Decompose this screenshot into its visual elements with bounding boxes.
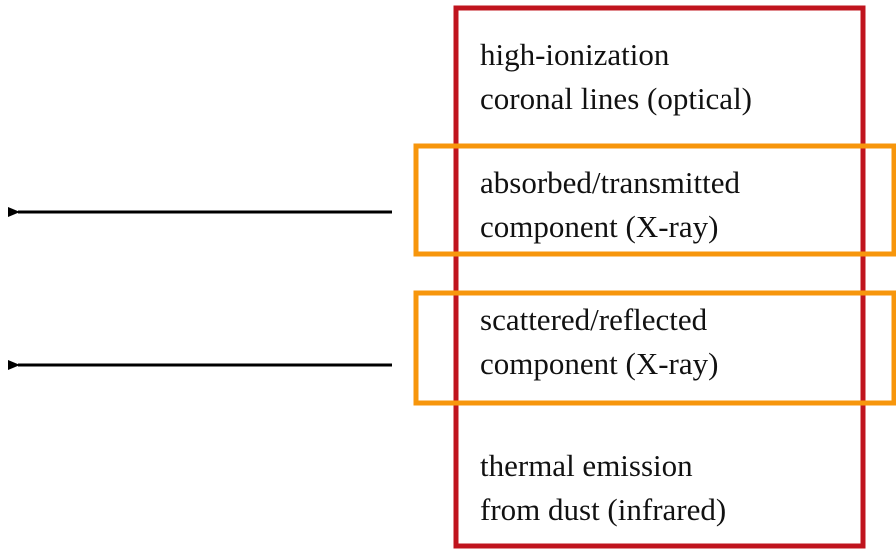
labels: high-ionization coronal lines (optical) ab… <box>480 37 752 527</box>
highlight-box <box>413 290 896 406</box>
label-line: coronal lines (optical) <box>480 81 752 116</box>
main-box <box>453 5 866 549</box>
label-line: thermal emission <box>480 448 693 483</box>
label-line: absorbed/transmitted <box>480 165 740 200</box>
label-line: component (X-ray) <box>480 346 718 381</box>
highlight-box <box>413 143 896 257</box>
label-line: scattered/reflected <box>480 302 708 337</box>
label-line: high-ionization <box>480 37 670 72</box>
label-line: from dust (infrared) <box>480 492 726 527</box>
label-line: component (X-ray) <box>480 209 718 244</box>
